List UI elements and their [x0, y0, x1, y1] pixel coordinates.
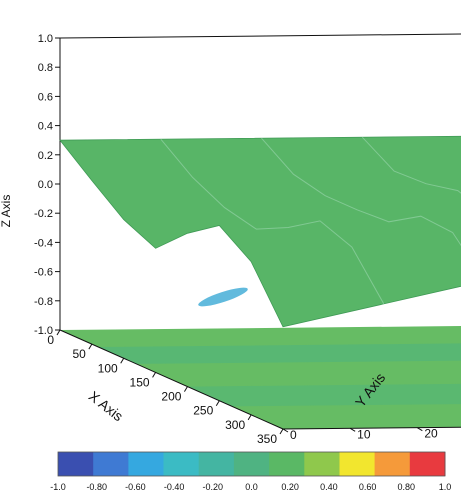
x-tick — [183, 386, 188, 392]
x-axis-title: X Axis — [86, 388, 127, 425]
x-tick — [247, 414, 252, 421]
x-tick-label: 150 — [130, 375, 150, 389]
colorbar-tick-label: 0.0 — [245, 482, 258, 492]
z-tick-label: 0.2 — [38, 150, 53, 162]
colorbar-tick-label: -0.60 — [125, 482, 146, 492]
z-tick-label: -0.2 — [34, 208, 53, 220]
colorbar-cell — [304, 452, 340, 476]
surface — [59, 135, 461, 328]
x-tick-label: 100 — [98, 361, 118, 375]
colorbar-cell — [339, 452, 376, 476]
colorbar-tick-label: 0.20 — [281, 482, 299, 492]
z-tick-label: -1.0 — [34, 325, 53, 337]
x-tick — [215, 400, 220, 406]
x-tick-label: 0 — [47, 333, 54, 347]
x-tick — [56, 329, 61, 336]
y-tick-label: 0 — [290, 428, 297, 442]
floor-contour-band — [98, 343, 461, 364]
x-tick — [279, 428, 284, 435]
y-tick — [349, 427, 356, 432]
colorbar-cell — [233, 452, 270, 476]
z-tick-label: 0.6 — [38, 91, 53, 103]
z-tick-label: 0.0 — [38, 179, 53, 191]
x-tick — [152, 372, 157, 378]
x-tick-label: 300 — [225, 418, 245, 432]
z-tick-label: 1.0 — [38, 33, 53, 45]
colorbar-border — [57, 451, 446, 477]
z-tick-label: -0.4 — [34, 237, 53, 249]
x-tick-label: 200 — [161, 390, 181, 404]
y-tick — [282, 428, 289, 433]
z-tick-label: -0.8 — [34, 296, 53, 308]
colorbar-tick-label: 0.40 — [320, 482, 338, 492]
colorbar-cell — [374, 452, 411, 476]
surface-contour-line — [361, 136, 461, 194]
colorbar-cell — [58, 452, 94, 476]
surface-contour-line — [261, 137, 461, 247]
colorbar-cell — [163, 452, 200, 476]
colorbar-tick-label: -0.40 — [164, 482, 185, 492]
x-tick — [88, 343, 93, 350]
colorbar-tick-label: 0.60 — [359, 482, 377, 492]
floor-contour-spot — [198, 287, 248, 307]
x-axis-line — [59, 329, 284, 430]
x-tick — [120, 358, 125, 364]
surface-contour-line — [160, 138, 385, 305]
colorbar-cell — [128, 452, 165, 476]
y-tick-label: 20 — [424, 427, 438, 441]
z-tick-label: -0.6 — [34, 267, 53, 279]
z-tick-label: 0.4 — [38, 121, 53, 133]
colorbar-tick-label: -0.80 — [86, 482, 107, 492]
colorbar-cell — [198, 452, 235, 476]
x-tick-label: 350 — [257, 432, 277, 446]
colorbar-cell — [93, 452, 129, 476]
x-tick-label: 50 — [72, 347, 86, 361]
colorbar-tick-label: 0.80 — [398, 482, 416, 492]
colorbar-tick-label: -1.0 — [50, 482, 66, 492]
floor-contour-band — [187, 383, 461, 407]
colorbar-tick-label: 1.0 — [439, 482, 452, 492]
left-top-edge — [59, 33, 461, 39]
contour-floor — [60, 326, 461, 429]
z-axis-title: Z Axis — [0, 195, 13, 228]
colorbar-cell — [409, 452, 446, 476]
y-tick — [417, 427, 423, 432]
x-tick-label: 250 — [193, 404, 213, 418]
y-tick-label: 10 — [357, 427, 371, 441]
colorbar-tick-label: -0.20 — [203, 482, 224, 492]
colorbar-cell — [269, 452, 305, 476]
z-tick-label: 0.8 — [38, 62, 53, 74]
